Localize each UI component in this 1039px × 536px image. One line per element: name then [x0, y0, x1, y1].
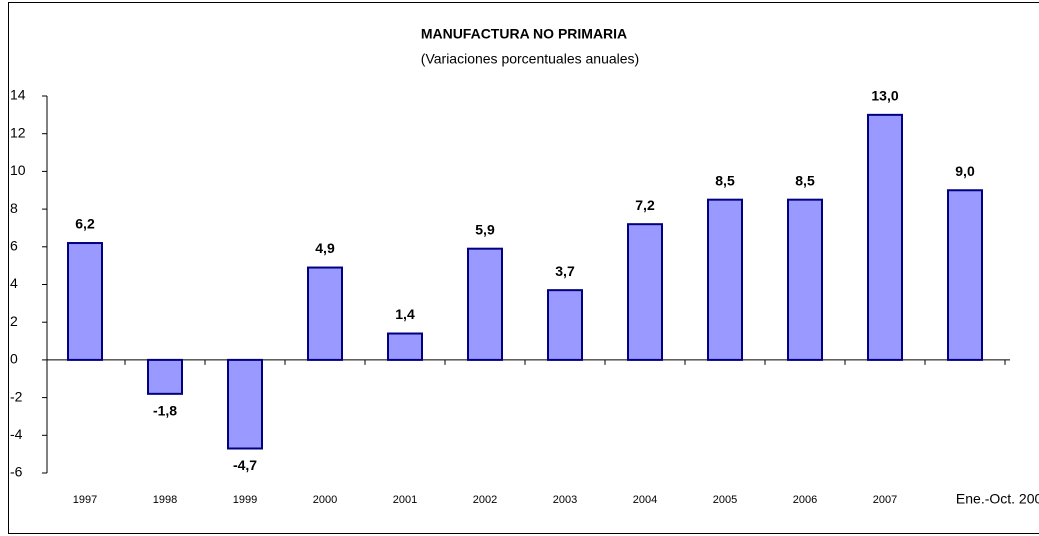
bar	[707, 198, 743, 361]
x-tick-label: 1998	[153, 494, 177, 506]
x-tick-label: 2002	[473, 494, 497, 506]
chart-subtitle: (Variaciones porcentuales anuales)	[421, 51, 639, 67]
value-label: 4,9	[315, 240, 335, 256]
value-label: -1,8	[153, 403, 177, 419]
bar	[547, 289, 583, 361]
x-tick-label: Ene.-Oct. 2008	[956, 491, 1039, 507]
x-tick-label: 1997	[73, 494, 97, 506]
x-tick-label: 2004	[633, 494, 657, 506]
value-label: 3,7	[555, 263, 575, 279]
x-tick-label: 2006	[793, 494, 817, 506]
y-tick-label: 2	[10, 313, 18, 329]
x-tick-label: 2005	[713, 494, 737, 506]
bar	[147, 358, 183, 395]
bar	[387, 332, 423, 361]
value-label: 8,5	[795, 172, 815, 188]
value-label: 9,0	[955, 163, 975, 179]
value-label: 5,9	[475, 221, 495, 237]
y-tick-label: -4	[10, 426, 23, 442]
bar	[627, 223, 663, 361]
value-label: 1,4	[395, 306, 415, 322]
bar	[467, 247, 503, 361]
value-label: -4,7	[233, 457, 257, 473]
bar	[67, 242, 103, 361]
y-tick-label: -2	[10, 388, 23, 404]
bar	[947, 189, 983, 361]
value-label: 13,0	[871, 88, 898, 104]
y-tick-label: 8	[10, 200, 18, 216]
y-tick-label: -6	[10, 464, 23, 480]
x-tick-label: 2007	[873, 494, 897, 506]
bar	[227, 358, 263, 450]
x-tick-label: 2003	[553, 494, 577, 506]
y-tick-label: 0	[10, 351, 18, 367]
value-label: 6,2	[75, 216, 95, 232]
y-tick-label: 6	[10, 238, 18, 254]
x-tick-label: 2001	[393, 494, 417, 506]
value-label: 8,5	[715, 172, 735, 188]
y-tick-label: 10	[10, 162, 26, 178]
bar	[787, 198, 823, 361]
y-tick-label: 12	[10, 124, 26, 140]
chart-title: MANUFACTURA NO PRIMARIA	[421, 26, 627, 42]
bar	[307, 266, 343, 361]
bar	[867, 113, 903, 361]
x-tick-label: 1999	[233, 494, 257, 506]
y-tick-label: 14	[10, 87, 26, 103]
value-label: 7,2	[635, 197, 655, 213]
x-tick-label: 2000	[313, 494, 337, 506]
y-tick-label: 4	[10, 275, 18, 291]
